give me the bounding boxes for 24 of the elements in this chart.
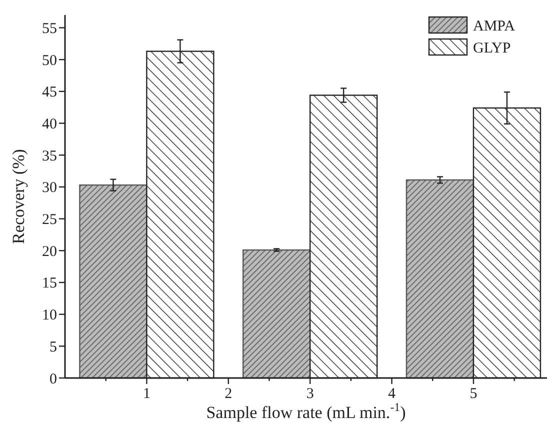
y-tick-label: 20	[42, 244, 57, 260]
y-tick-label: 25	[42, 212, 57, 228]
legend-label: GLYP	[473, 40, 511, 56]
y-tick-label: 40	[42, 116, 57, 133]
x-tick-label: 4	[388, 386, 396, 402]
y-tick-label: 50	[42, 52, 57, 69]
y-tick-label: 35	[42, 148, 57, 164]
y-tick-label: 10	[42, 308, 57, 324]
x-axis-title: Sample flow rate (mL min.$^{-1}$)	[206, 400, 406, 422]
legend-label: AMPA	[473, 18, 516, 34]
bar	[79, 184, 148, 379]
y-tick-label: 55	[42, 20, 57, 37]
y-axis-title: Recovery (%)	[9, 149, 28, 244]
x-tick-label: 2	[224, 386, 232, 402]
x-tick-label: 5	[470, 386, 478, 402]
x-tick-label: 1	[142, 386, 150, 402]
x-tick-label: 3	[306, 386, 314, 402]
bar	[242, 249, 311, 379]
y-tick-label: 15	[42, 276, 57, 292]
y-tick-label: 30	[42, 180, 57, 196]
y-tick-label: 45	[42, 84, 57, 101]
bar	[406, 179, 474, 379]
y-tick-label: 0	[50, 371, 57, 388]
y-tick-label: 5	[50, 339, 57, 356]
